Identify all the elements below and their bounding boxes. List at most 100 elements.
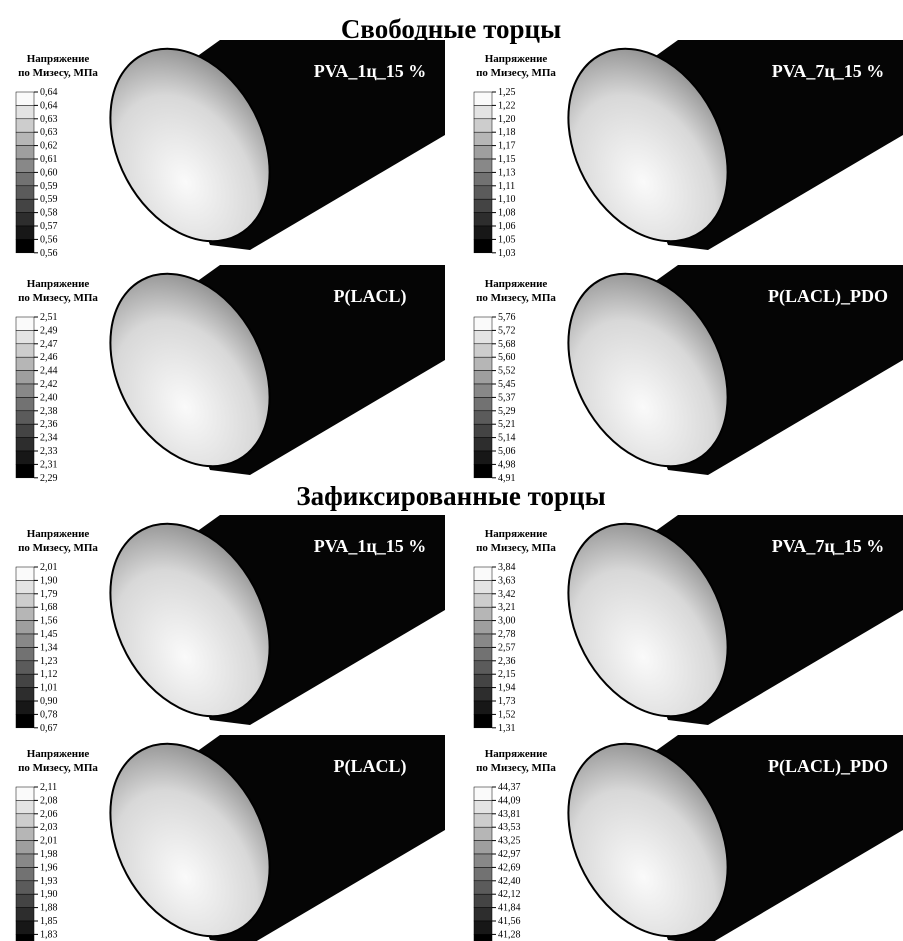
legend-value: 1,88 <box>40 903 58 914</box>
legend-value: 2,08 <box>40 795 58 806</box>
legend-value: 1,96 <box>40 862 58 873</box>
legend-value: 1,05 <box>498 234 516 245</box>
legend-value: 1,98 <box>40 849 58 860</box>
legend-value: 0,58 <box>40 208 58 219</box>
legend-value: 2,15 <box>498 669 516 680</box>
legend-value: 0,63 <box>40 114 58 125</box>
legend-value: 1,25 <box>498 87 516 98</box>
legend-swatch <box>16 814 34 827</box>
legend-value: 1,15 <box>498 154 516 165</box>
legend-value: 1,17 <box>498 141 516 152</box>
legend-value: 2,03 <box>40 822 58 833</box>
legend-swatch <box>16 132 34 145</box>
legend-title: по Мизесу, МПа <box>476 762 556 774</box>
legend-value: 41,56 <box>498 916 521 927</box>
legend-swatch <box>16 397 34 410</box>
legend-value: 5,45 <box>498 379 516 390</box>
legend-swatch <box>16 92 34 105</box>
legend-swatch <box>16 438 34 451</box>
legend-swatch <box>474 384 492 397</box>
legend-value: 0,57 <box>40 221 58 232</box>
legend-swatch <box>16 787 34 800</box>
legend-swatch <box>474 921 492 934</box>
legend-value: 1,18 <box>498 127 516 138</box>
legend-value: 1,13 <box>498 167 516 178</box>
section-title: Зафиксированные торцы <box>296 481 605 511</box>
panel-label: PVA_7ц_15 % <box>772 61 885 81</box>
legend-swatch <box>474 634 492 647</box>
section-title: Свободные торцы <box>341 14 561 44</box>
legend-value: 1,22 <box>498 100 516 111</box>
legend-swatch <box>16 159 34 172</box>
legend-title: Напряжение <box>485 748 548 760</box>
legend-value: 2,34 <box>40 433 58 444</box>
legend-value: 3,42 <box>498 589 516 600</box>
legend-swatch <box>474 317 492 330</box>
legend-value: 5,76 <box>498 312 516 323</box>
legend-swatch <box>16 934 34 941</box>
legend-value: 2,51 <box>40 312 58 323</box>
legend-value: 42,40 <box>498 876 521 887</box>
legend-swatch <box>16 371 34 384</box>
legend-value: 1,34 <box>40 642 58 653</box>
panel-label: PVA_1ц_15 % <box>314 536 427 556</box>
legend-swatch <box>16 226 34 239</box>
legend-swatch <box>474 464 492 477</box>
legend-value: 2,40 <box>40 392 58 403</box>
legend-swatch <box>16 424 34 437</box>
legend-title: по Мизесу, МПа <box>476 292 556 304</box>
legend-swatch <box>474 841 492 854</box>
legend-value: 5,14 <box>498 433 516 444</box>
legend-value: 5,37 <box>498 392 516 403</box>
legend-swatch <box>474 854 492 867</box>
legend-swatch <box>474 800 492 813</box>
legend-swatch <box>474 411 492 424</box>
legend-title: по Мизесу, МПа <box>18 762 98 774</box>
legend-title: Напряжение <box>485 528 548 540</box>
legend-swatch <box>474 226 492 239</box>
legend-swatch <box>16 634 34 647</box>
legend-value: 2,44 <box>40 366 58 377</box>
legend-swatch <box>16 330 34 343</box>
legend-value: 1,10 <box>498 194 516 205</box>
legend-swatch <box>16 894 34 907</box>
legend-title: по Мизесу, МПа <box>476 67 556 79</box>
legend-swatch <box>474 647 492 660</box>
legend-swatch <box>16 384 34 397</box>
legend-swatch <box>16 621 34 634</box>
legend-value: 1,12 <box>40 669 58 680</box>
legend-swatch <box>16 451 34 464</box>
legend-swatch <box>474 186 492 199</box>
legend-swatch <box>474 146 492 159</box>
legend-title: Напряжение <box>27 748 90 760</box>
legend-swatch <box>16 714 34 727</box>
legend-swatch <box>16 119 34 132</box>
legend-value: 1,56 <box>40 616 58 627</box>
legend-swatch <box>16 867 34 880</box>
legend-swatch <box>16 105 34 118</box>
legend-swatch <box>16 186 34 199</box>
legend-swatch <box>16 800 34 813</box>
legend-swatch <box>474 424 492 437</box>
legend-value: 5,72 <box>498 325 516 336</box>
figure: Свободные торцы PVA_1ц_15 % Напряжение по М… <box>0 0 903 941</box>
legend-swatch <box>16 688 34 701</box>
legend-value: 2,01 <box>40 562 58 573</box>
legend-swatch <box>474 199 492 212</box>
legend-value: 0,64 <box>40 100 58 111</box>
panel-label: P(LACL) <box>334 756 407 777</box>
legend-value: 2,06 <box>40 809 58 820</box>
legend-swatch <box>474 132 492 145</box>
legend-swatch <box>16 317 34 330</box>
legend-swatch <box>474 607 492 620</box>
legend-value: 2,11 <box>40 782 57 793</box>
legend-swatch <box>16 411 34 424</box>
legend-value: 43,81 <box>498 809 521 820</box>
legend-swatch <box>16 647 34 660</box>
legend-swatch <box>16 567 34 580</box>
legend-value: 5,29 <box>498 406 516 417</box>
legend-value: 1,52 <box>498 709 516 720</box>
legend-value: 5,68 <box>498 339 516 350</box>
legend-value: 43,53 <box>498 822 521 833</box>
